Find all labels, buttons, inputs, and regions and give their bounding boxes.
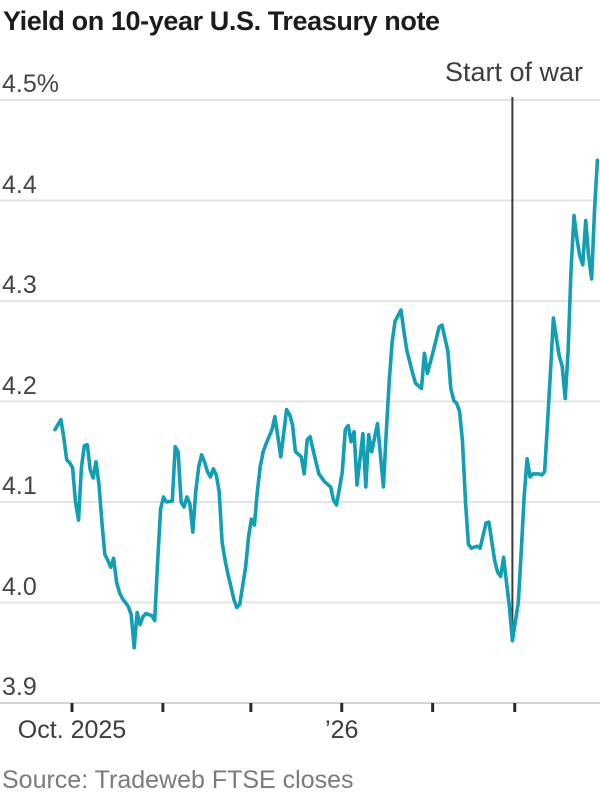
y-axis-label: 4.2 — [2, 371, 37, 400]
y-axis-label: 4.4 — [2, 170, 37, 199]
source-note: Source: Tradeweb FTSE closes — [2, 766, 354, 794]
chart-title: Yield on 10-year U.S. Treasury note — [3, 6, 440, 36]
y-axis-label: 3.9 — [2, 673, 37, 701]
y-axis-label: 4.5% — [2, 70, 59, 98]
y-axis-label: 4.1 — [2, 472, 37, 500]
yield-line — [53, 158, 600, 650]
y-axis-label: 4.3 — [2, 271, 37, 299]
y-axis-label: 4.0 — [2, 572, 37, 601]
x-axis-label: Oct. 2025 — [17, 716, 127, 744]
x-axis-label: ’26 — [325, 716, 359, 744]
start-of-war-annotation: Start of war — [444, 57, 584, 87]
